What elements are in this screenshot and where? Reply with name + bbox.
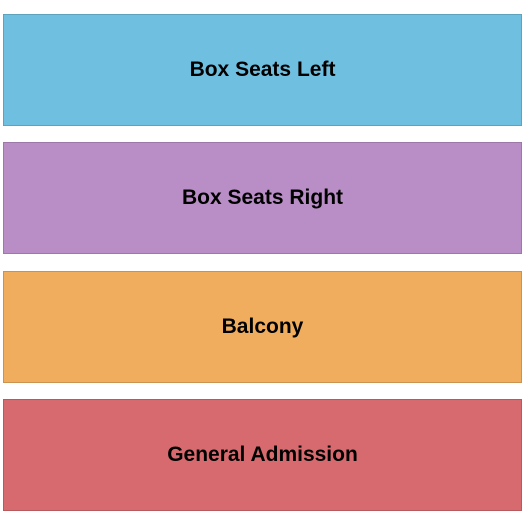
- section-label: Balcony: [222, 315, 304, 339]
- section-label: Box Seats Left: [190, 58, 336, 82]
- section-general-admission[interactable]: General Admission: [3, 399, 522, 511]
- section-label: Box Seats Right: [182, 186, 343, 210]
- section-box-seats-right[interactable]: Box Seats Right: [3, 142, 522, 254]
- section-label: General Admission: [167, 443, 358, 467]
- section-box-seats-left[interactable]: Box Seats Left: [3, 14, 522, 126]
- section-balcony[interactable]: Balcony: [3, 271, 522, 383]
